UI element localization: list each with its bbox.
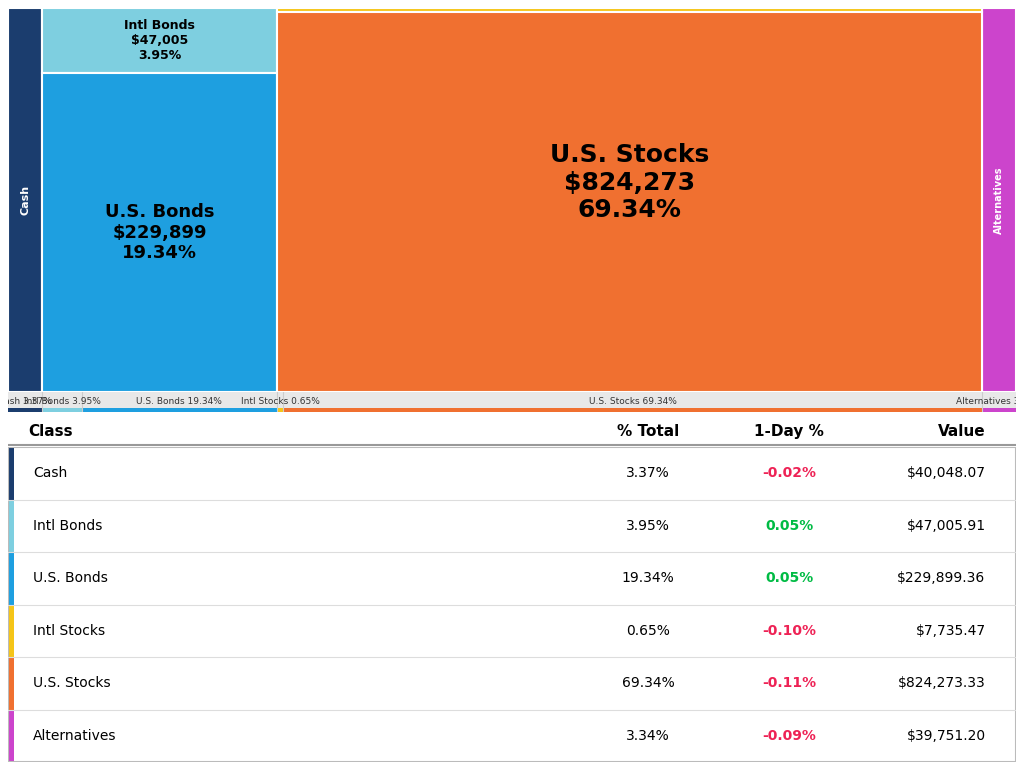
- Text: 0.05%: 0.05%: [765, 571, 813, 585]
- Text: 19.34%: 19.34%: [622, 571, 675, 585]
- Text: -0.11%: -0.11%: [762, 676, 816, 690]
- Text: -0.10%: -0.10%: [762, 624, 816, 638]
- Text: $47,005.91: $47,005.91: [906, 519, 985, 533]
- Text: U.S. Bonds 19.34%: U.S. Bonds 19.34%: [136, 397, 222, 407]
- Bar: [42, 73, 276, 392]
- Bar: [8, 552, 1016, 604]
- Text: 3.34%: 3.34%: [626, 728, 670, 743]
- Bar: [82, 392, 276, 412]
- Bar: [42, 8, 276, 73]
- Bar: [982, 8, 1016, 392]
- Text: Cash: Cash: [34, 467, 68, 480]
- Bar: [42, 392, 82, 412]
- Text: U.S. Bonds
$229,899
19.34%: U.S. Bonds $229,899 19.34%: [104, 203, 214, 263]
- Bar: [8, 552, 14, 604]
- Text: $40,048.07: $40,048.07: [906, 467, 985, 480]
- Text: -0.02%: -0.02%: [762, 467, 816, 480]
- Bar: [276, 408, 284, 412]
- Bar: [8, 447, 14, 500]
- Text: U.S. Stocks
$824,273
69.34%: U.S. Stocks $824,273 69.34%: [550, 142, 710, 223]
- Text: 3.95%: 3.95%: [626, 519, 670, 533]
- Bar: [284, 408, 982, 412]
- Bar: [284, 392, 982, 412]
- Bar: [8, 709, 1016, 762]
- Text: Alternatives: Alternatives: [34, 728, 117, 743]
- Bar: [8, 500, 1016, 552]
- Text: Class: Class: [29, 424, 73, 439]
- Bar: [8, 8, 42, 392]
- Bar: [982, 392, 1016, 412]
- Bar: [8, 657, 1016, 709]
- Text: $824,273.33: $824,273.33: [898, 676, 985, 690]
- Text: Intl Stocks 0.65%: Intl Stocks 0.65%: [241, 397, 319, 407]
- Text: U.S. Bonds: U.S. Bonds: [34, 571, 109, 585]
- Text: $39,751.20: $39,751.20: [906, 728, 985, 743]
- Text: $229,899.36: $229,899.36: [897, 571, 985, 585]
- Text: Alternatives: Alternatives: [994, 166, 1004, 234]
- Bar: [42, 408, 82, 412]
- Text: U.S. Stocks: U.S. Stocks: [34, 676, 111, 690]
- Text: 0.65%: 0.65%: [626, 624, 670, 638]
- Bar: [276, 8, 982, 12]
- Text: % Total: % Total: [616, 424, 679, 439]
- Bar: [8, 447, 1016, 500]
- Text: $7,735.47: $7,735.47: [915, 624, 985, 638]
- Text: 0.05%: 0.05%: [765, 519, 813, 533]
- Text: 3.37%: 3.37%: [626, 467, 670, 480]
- Text: Value: Value: [938, 424, 985, 439]
- Text: Intl Stocks: Intl Stocks: [34, 624, 105, 638]
- Bar: [276, 392, 284, 412]
- Text: Intl Bonds
$47,005
3.95%: Intl Bonds $47,005 3.95%: [124, 19, 195, 62]
- Bar: [8, 657, 14, 709]
- Text: 69.34%: 69.34%: [622, 676, 675, 690]
- Bar: [8, 709, 14, 762]
- Bar: [8, 500, 14, 552]
- Bar: [8, 392, 42, 412]
- Text: -0.09%: -0.09%: [762, 728, 816, 743]
- Text: Cash: Cash: [20, 185, 30, 215]
- Bar: [8, 604, 14, 657]
- Text: Cash 3.37%: Cash 3.37%: [0, 397, 52, 407]
- Bar: [276, 12, 982, 392]
- Bar: [8, 604, 1016, 657]
- Text: Alternatives 3.34%: Alternatives 3.34%: [955, 397, 1024, 407]
- Bar: [982, 408, 1016, 412]
- Text: 1-Day %: 1-Day %: [754, 424, 824, 439]
- Text: Intl Bonds 3.95%: Intl Bonds 3.95%: [24, 397, 100, 407]
- Bar: [8, 408, 42, 412]
- Text: Intl Bonds: Intl Bonds: [34, 519, 102, 533]
- Bar: [82, 408, 276, 412]
- Text: U.S. Stocks 69.34%: U.S. Stocks 69.34%: [589, 397, 677, 407]
